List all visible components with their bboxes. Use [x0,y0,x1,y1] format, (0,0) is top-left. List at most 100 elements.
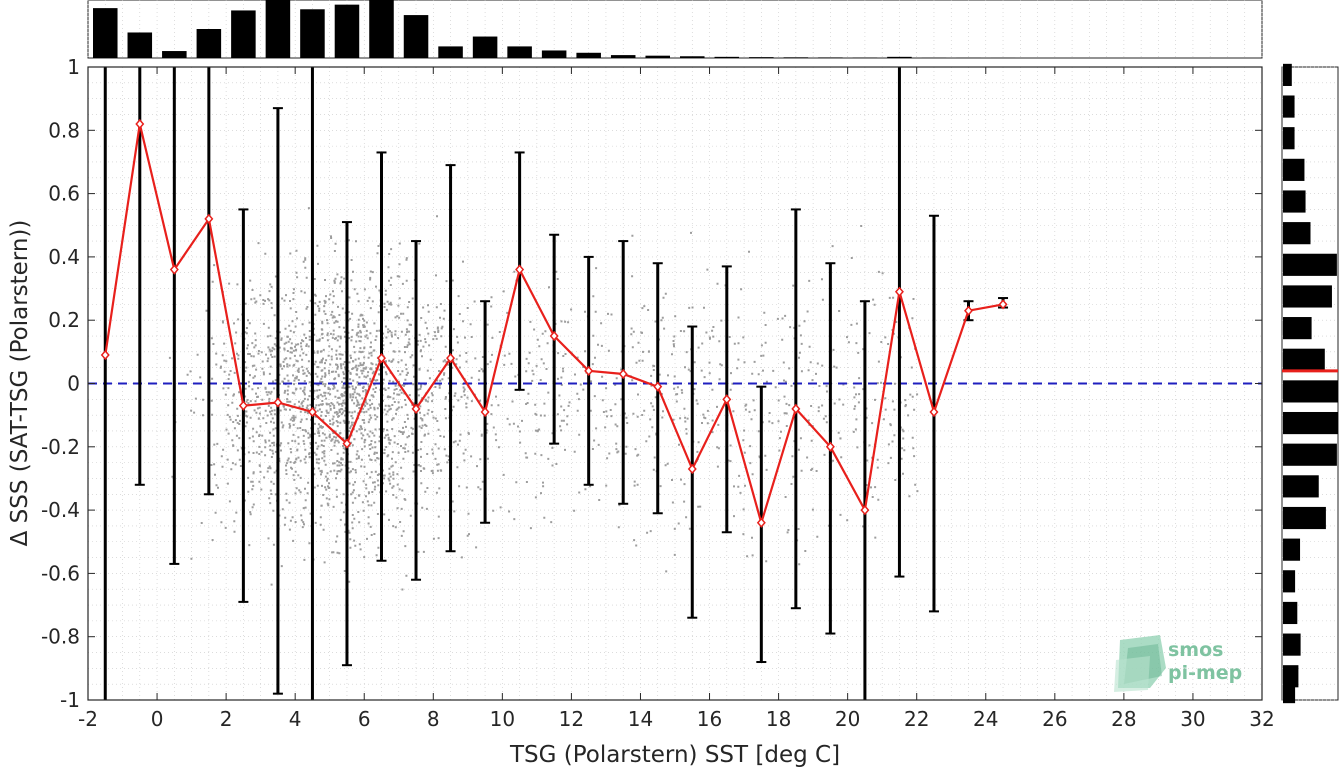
dsss-hist-bar [1283,443,1337,466]
x-tick-label: 20 [835,707,860,731]
dsss-hist-bar [1283,681,1296,704]
sst-hist-bar [541,50,567,58]
dsss-hist-bar [1283,63,1292,86]
y-tick-label: 0 [67,372,80,396]
y-axis-ticks: -1 -0.8 -0.6 -0.4 -0.2 0 0.2 0.4 0.6 0.8 1 [41,55,1262,712]
x-tick-label: 8 [427,707,440,731]
mean-point [204,213,214,225]
y-tick-label: 0.2 [48,308,80,332]
sst-hist-bar [231,10,256,59]
dsss-hist-bar [1283,475,1319,498]
sst-hist-bar [507,46,532,58]
mean-point [791,403,801,414]
dsss-hist-bar [1283,506,1326,530]
mean-point [273,397,283,408]
mean-point [515,264,525,275]
mean-point [964,305,973,316]
dsss-hist-bar [1283,633,1301,656]
x-tick-label: 6 [358,707,371,731]
x-tick-label: 28 [1111,707,1136,731]
dsss-hist-bar [1283,158,1305,181]
dsss-hist-bar [1283,222,1311,245]
mean-point [722,394,732,405]
sst-hist-bar [265,0,291,58]
x-tick-label: 32 [1249,707,1274,731]
sst-hist-bar [818,57,843,58]
logo-line1: smos [1168,639,1223,661]
x-tick-label: 0 [151,707,164,731]
smos-pi-mep-logo: smos pi-mep [1114,635,1242,692]
x-tick-label: 12 [559,707,584,731]
mean-point [653,381,663,392]
sst-hist-bar [403,15,429,58]
mean-point [860,504,870,516]
dsss-hist-bar [1283,285,1332,308]
mean-point [618,368,628,380]
x-tick-label: 10 [490,707,515,731]
sst-hist-bar [714,56,740,58]
x-tick-label: 22 [904,707,929,731]
mean-point [480,406,490,418]
x-tick-label: 14 [628,707,653,731]
sst-hist-bar [300,9,325,59]
dsss-hist-bar [1283,127,1295,150]
mean-point [584,365,594,376]
sst-hist-bar [749,57,774,58]
mean-point [342,438,352,449]
x-tick-label: 4 [289,707,302,731]
y-axis-label: Δ SSS (SAT-TSG (Polarstern)) [7,220,33,547]
sst-hist-bar [472,36,498,58]
y-tick-label: -0.8 [41,625,80,649]
mean-point [307,406,317,418]
logo-line2: pi-mep [1168,662,1242,684]
x-tick-label: 2 [220,707,233,731]
mean-point [135,118,145,130]
x-axis-label: TSG (Polarstern) SST [deg C] [509,742,840,768]
y-tick-label: 1 [67,55,80,79]
y-tick-label: 0.4 [48,245,80,269]
sst-hist-bar [127,32,153,58]
sst-hist-bar [610,55,636,58]
dsss-histogram [1282,63,1338,704]
mean-point [169,264,179,275]
mean-point [687,463,697,475]
sst-histogram [93,0,1016,59]
y-tick-label: 0.6 [48,182,80,206]
mean-point [929,406,939,418]
x-tick-label: -2 [78,707,98,731]
dsss-hist-bar [1283,317,1312,340]
x-tick-label: 24 [973,707,998,731]
mean-point [894,286,904,297]
y-tick-label: -0.6 [41,561,80,585]
mean-point [446,353,456,364]
sst-hist-bar [93,8,118,59]
x-axis-ticks: -2 0 2 4 6 8 10 12 14 16 18 20 22 24 26 28 30 32 [78,67,1275,731]
y-tick-label: -0.4 [41,498,80,522]
dsss-hist-bar [1283,95,1295,118]
dsss-hist-bar [1283,253,1337,276]
y-tick-label: 0.8 [48,118,80,142]
dsss-hist-bar [1283,348,1325,371]
dsss-hist-bar [1283,570,1296,593]
y-tick-label: -1 [60,688,80,712]
mean-point [377,353,386,364]
top-histogram-grid [87,0,1263,58]
mean-point [100,349,110,361]
mean-point [756,517,766,528]
sst-hist-bar [783,57,809,58]
dsss-hist-bar [1283,380,1338,403]
dsss-hist-bar [1283,538,1301,561]
dsss-hist-bar [1283,190,1306,213]
mean-point [825,441,835,452]
sst-hist-bar [576,52,601,58]
sst-hist-bar [162,51,187,58]
sst-hist-bar [334,4,360,59]
sst-hist-bar [887,56,912,58]
sst-hist-bar [645,55,670,58]
sst-hist-bar [438,46,463,58]
dsss-hist-bar [1283,601,1298,625]
mean-series [100,118,1008,528]
mean-point [998,299,1008,310]
mean-point [411,403,421,414]
